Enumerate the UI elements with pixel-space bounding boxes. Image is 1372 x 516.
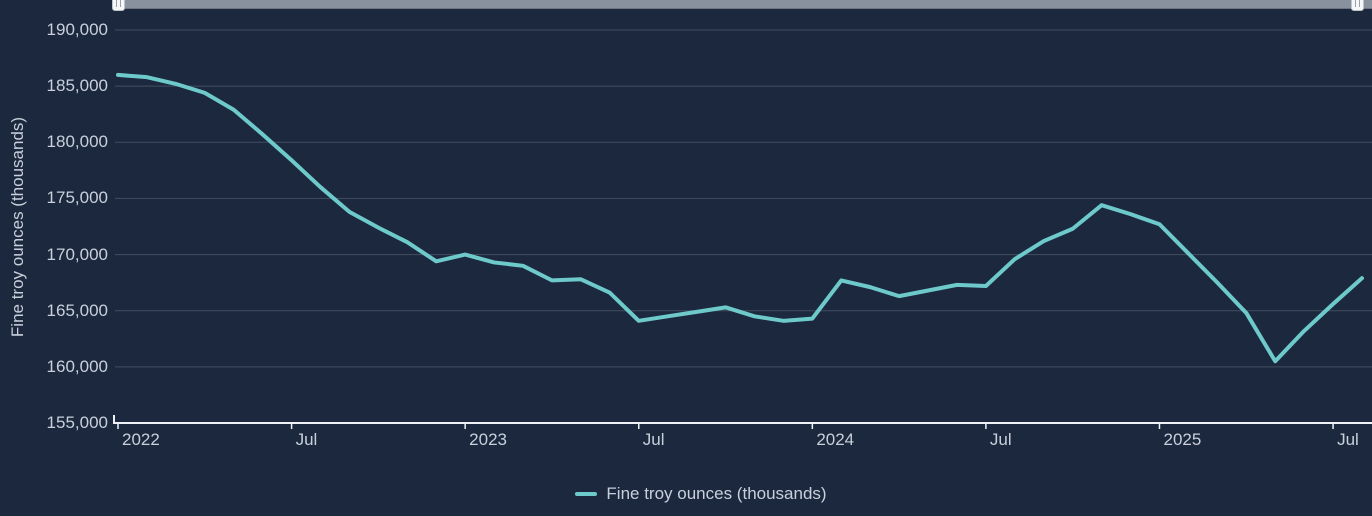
y-tick-label: 160,000 bbox=[46, 356, 108, 376]
y-tick-label: 190,000 bbox=[46, 20, 108, 39]
y-tick-label: 175,000 bbox=[46, 188, 108, 208]
y-tick-label: 165,000 bbox=[46, 300, 108, 320]
y-tick-label: 155,000 bbox=[46, 413, 108, 432]
navigator-right-handle[interactable] bbox=[1351, 0, 1364, 11]
y-tick-label: 170,000 bbox=[46, 244, 108, 264]
x-tick-label: Jul bbox=[989, 430, 1012, 449]
x-tick-label: 2025 bbox=[1163, 430, 1202, 449]
navigator-scrollbar-track[interactable] bbox=[113, 0, 1372, 9]
legend-item-fine-troy-ounces[interactable]: Fine troy ounces (thousands) bbox=[575, 484, 827, 504]
navigator-left-handle[interactable] bbox=[112, 0, 125, 11]
grip-icon bbox=[1355, 0, 1360, 7]
x-tick-label: 2024 bbox=[816, 430, 855, 449]
y-tick-label: 180,000 bbox=[46, 132, 108, 152]
legend-label: Fine troy ounces (thousands) bbox=[606, 484, 827, 503]
y-tick-label: 185,000 bbox=[46, 76, 108, 96]
x-tick-label: Jul bbox=[295, 430, 318, 449]
x-tick-label: 2023 bbox=[469, 430, 507, 449]
x-tick-label: Jul bbox=[1337, 430, 1359, 449]
x-tick-label: Jul bbox=[642, 430, 665, 449]
x-tick-label: 2022 bbox=[122, 430, 160, 449]
legend-line-marker-icon bbox=[575, 492, 598, 496]
grip-icon bbox=[116, 0, 121, 7]
legend: Fine troy ounces (thousands) bbox=[0, 484, 1372, 504]
